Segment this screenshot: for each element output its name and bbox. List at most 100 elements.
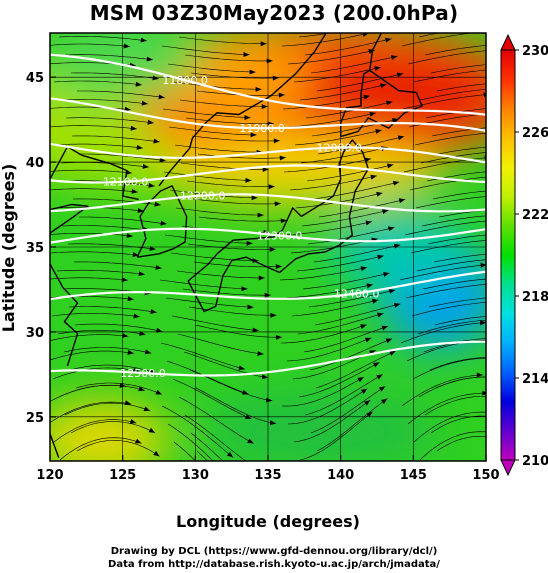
- streamline-arrowhead: [360, 388, 368, 395]
- streamline-arrowhead: [132, 367, 140, 373]
- streamline: [50, 350, 134, 361]
- streamline-arrowhead: [397, 135, 405, 141]
- streamline-arrowhead: [144, 349, 152, 355]
- streamline-arrowhead: [155, 264, 162, 270]
- streamline-arrowhead: [272, 75, 279, 81]
- height-contour: [50, 227, 486, 244]
- streamline-arrowhead: [121, 277, 128, 283]
- y-tick-label: 25: [26, 411, 44, 426]
- streamline: [317, 136, 405, 155]
- streamline-arrowhead: [275, 264, 282, 270]
- streamline: [401, 374, 483, 407]
- streamline-arrowhead: [228, 476, 236, 484]
- streamline: [405, 283, 486, 299]
- streamline: [54, 143, 143, 149]
- streamline-arrowhead: [244, 114, 251, 120]
- streamline-arrowhead: [124, 400, 132, 406]
- streamline-arrowhead: [140, 37, 147, 43]
- streamline-arrowhead: [146, 56, 153, 62]
- streamline: [418, 33, 441, 38]
- streamline-arrowhead: [370, 174, 377, 180]
- streamline-arrowhead: [127, 349, 134, 355]
- streamline: [293, 67, 381, 83]
- coastline: [136, 185, 188, 258]
- contour-label: 12000.0: [316, 142, 362, 155]
- colorbar-top-arrow: [500, 33, 516, 51]
- streamline: [413, 411, 486, 443]
- streamline: [294, 129, 382, 146]
- streamline-arrowhead: [133, 313, 140, 319]
- contour-label: 11800.0: [162, 74, 208, 87]
- streamline: [437, 146, 486, 155]
- coastline: [50, 203, 89, 235]
- streamline: [303, 325, 389, 353]
- streamline: [430, 64, 486, 74]
- height-contour: [50, 193, 486, 213]
- streamline-arrowhead: [152, 75, 159, 81]
- streamline-arrowhead: [141, 100, 148, 106]
- streamline-arrowhead: [379, 19, 386, 25]
- streamline-arrowhead: [147, 119, 154, 125]
- streamline-arrowhead: [247, 304, 254, 310]
- streamline: [423, 338, 486, 353]
- streamline-arrowhead: [143, 406, 150, 411]
- streamline: [313, 244, 401, 263]
- streamline-arrowhead: [515, 250, 521, 255]
- streamline-arrowhead: [396, 72, 404, 78]
- streamline: [436, 83, 486, 92]
- streamline-arrowhead: [274, 201, 281, 207]
- streamline: [170, 252, 259, 261]
- streamline-arrowhead: [389, 351, 396, 356]
- streamline-arrowhead: [393, 243, 401, 249]
- streamline: [53, 80, 142, 86]
- streamline-arrowhead: [121, 333, 129, 339]
- streamline-arrowhead: [495, 67, 501, 72]
- streamline-arrowhead: [275, 334, 282, 340]
- streamline: [399, 264, 486, 281]
- streamline-arrowhead: [228, 500, 236, 508]
- streamline-arrowhead: [376, 374, 383, 380]
- streamline-arrowhead: [398, 198, 406, 204]
- streamline: [50, 43, 130, 47]
- streamline: [70, 421, 156, 434]
- streamline: [177, 333, 264, 355]
- streamline: [166, 360, 249, 395]
- streamline-arrowhead: [363, 400, 371, 406]
- streamline-arrowhead: [258, 275, 265, 281]
- streamline-arrowhead: [270, 312, 277, 318]
- streamline-arrowhead: [387, 226, 395, 232]
- streamline: [318, 199, 406, 218]
- streamline: [404, 220, 486, 236]
- colorbar-tick-label: 214: [522, 372, 548, 387]
- streamline-arrowhead: [366, 411, 373, 418]
- streamline-arrowhead: [124, 106, 131, 112]
- streamline-arrowhead: [487, 281, 493, 286]
- streamline-arrowhead: [245, 177, 252, 183]
- streamline: [164, 234, 253, 244]
- streamline-arrowhead: [375, 129, 382, 134]
- streamline: [407, 392, 486, 425]
- streamline: [168, 126, 257, 136]
- streamline-arrowhead: [371, 298, 379, 304]
- streamline-arrowhead: [255, 86, 262, 92]
- y-tick-label: 35: [26, 241, 44, 256]
- map-title: MSM 03Z30May2023 (200.0hPa): [89, 1, 459, 25]
- streamline-arrowhead: [492, 299, 498, 304]
- streamline: [425, 108, 486, 119]
- streamline-arrowhead: [264, 292, 271, 298]
- streamline-arrowhead: [238, 365, 245, 371]
- streamline-arrowhead: [150, 309, 157, 314]
- x-tick-label: 130: [182, 468, 209, 483]
- streamline-arrowhead: [490, 111, 496, 116]
- streamline: [185, 117, 274, 125]
- streamline-arrowhead: [260, 41, 267, 47]
- coastline: [50, 263, 79, 367]
- streamline-arrowhead: [251, 486, 259, 494]
- streamline: [282, 95, 370, 110]
- streamline: [285, 284, 373, 299]
- streamline: [182, 288, 271, 296]
- streamline: [50, 401, 132, 424]
- streamline-arrowhead: [390, 55, 398, 60]
- colorbar-tick-label: 222: [522, 208, 548, 223]
- streamline: [190, 432, 224, 461]
